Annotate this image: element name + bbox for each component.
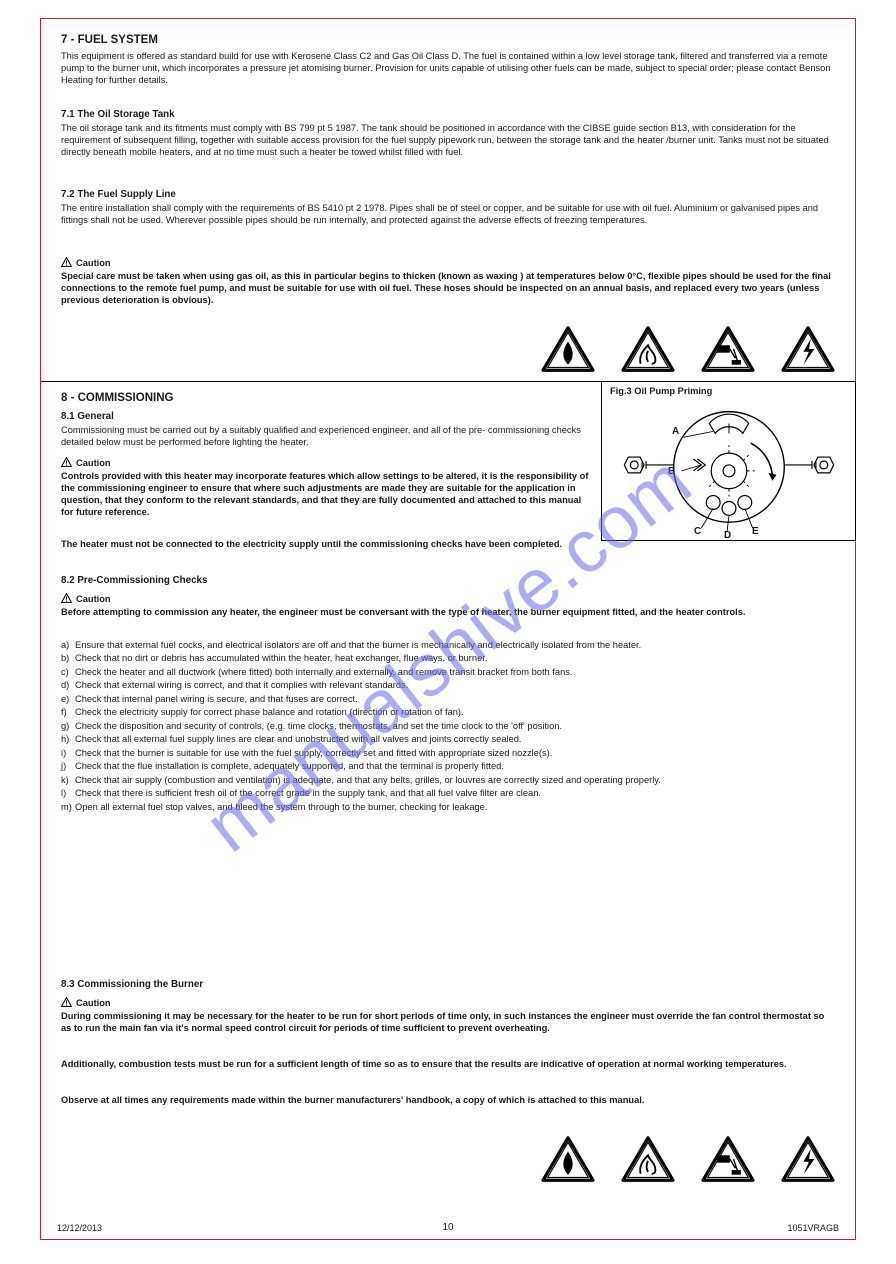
- list-item: Check that the flue installation is comp…: [75, 760, 504, 773]
- sec8-3-head: 8.3 Commissioning the Burner: [61, 979, 203, 992]
- fig-label-b: B: [668, 466, 675, 477]
- sec7-1-head: 7.1 The Oil Storage Tank: [61, 109, 175, 122]
- shock-hazard-icon: [779, 1135, 837, 1183]
- flame-hazard-icon: [539, 325, 597, 373]
- sec8-2-caution: Caution: [61, 593, 111, 606]
- sec8-3-warn1: Additionally, combustion tests must be r…: [61, 1059, 831, 1071]
- sec8-2-list: a)Ensure that external fuel cocks, and e…: [61, 639, 831, 814]
- sec7-2-caution: Caution: [61, 257, 111, 270]
- hazard-row-lower: [539, 1135, 837, 1183]
- sec8-3-warn2: Observe at all times any requirements ma…: [61, 1095, 831, 1107]
- footer-code: 1051VRAGB: [787, 1223, 839, 1233]
- list-item: Check that the burner is suitable for us…: [75, 747, 552, 760]
- sec8-1-body: Commissioning must be carried out by a s…: [61, 425, 591, 449]
- caution-label: Caution: [76, 594, 111, 604]
- corrosive-hazard-icon: [699, 325, 757, 373]
- sec8-1-caution: Caution: [61, 457, 111, 470]
- fig-label-c: C: [694, 526, 701, 537]
- sec8-3-caution: Caution: [61, 997, 111, 1010]
- list-item: Check that air supply (combustion and ve…: [75, 774, 661, 787]
- sec8-1-warn1: Controls provided with this heater may i…: [61, 471, 591, 519]
- list-item: Check that no dirt or debris has accumul…: [75, 652, 487, 665]
- list-item: Check that internal panel wiring is secu…: [75, 693, 358, 706]
- fig-label-a: A: [672, 426, 679, 437]
- sec7-intro: This equipment is offered as standard bu…: [61, 51, 831, 87]
- caution-icon: [61, 257, 72, 267]
- list-item: Open all external fuel stop valves, and …: [75, 801, 487, 814]
- shock-hazard-icon: [779, 325, 837, 373]
- sec7-2-head: 7.2 The Fuel Supply Line: [61, 189, 176, 202]
- fire-hazard-icon: [619, 325, 677, 373]
- fire-hazard-icon: [619, 1135, 677, 1183]
- sec8-2-head: 8.2 Pre-Commissioning Checks: [61, 575, 207, 588]
- content-area: 7 - FUEL SYSTEM This equipment is offere…: [41, 19, 855, 1239]
- fig-label-e: E: [752, 526, 759, 537]
- list-item: Check that all external fuel supply line…: [75, 733, 522, 746]
- oil-pump-diagram: [602, 382, 855, 540]
- sec8-3-warn0: During commissioning it may be necessary…: [61, 1011, 831, 1035]
- list-item: Check that there is sufficient fresh oil…: [75, 787, 541, 800]
- corrosive-hazard-icon: [699, 1135, 757, 1183]
- figure-3-box: Fig.3 Oil Pump Priming: [601, 381, 856, 541]
- caution-icon: [61, 593, 72, 603]
- footer-page: 10: [41, 1222, 855, 1233]
- caution-icon: [61, 997, 72, 1007]
- caution-icon: [61, 457, 72, 467]
- flame-hazard-icon: [539, 1135, 597, 1183]
- hazard-row-upper: [539, 325, 837, 373]
- caution-label: Caution: [76, 998, 111, 1008]
- fig-label-d: D: [724, 530, 731, 541]
- sec8-2-warn: Before attempting to commission any heat…: [61, 607, 831, 619]
- sec8-1-head: 8.1 General: [61, 411, 114, 424]
- caution-label: Caution: [76, 258, 111, 268]
- list-item: Check that external wiring is correct, a…: [75, 679, 408, 692]
- page-frame: 7 - FUEL SYSTEM This equipment is offere…: [40, 18, 856, 1240]
- section-7-title: 7 - FUEL SYSTEM: [61, 33, 158, 48]
- list-item: Check the heater and all ductwork (where…: [75, 666, 572, 679]
- sec7-2-warn: Special care must be taken when using ga…: [61, 271, 831, 307]
- caution-label: Caution: [76, 458, 111, 468]
- sec7-2-body1: The entire installation shall comply wit…: [61, 203, 831, 227]
- list-item: Check the disposition and security of co…: [75, 720, 562, 733]
- sec7-1-body: The oil storage tank and its fitments mu…: [61, 123, 831, 159]
- list-item: Check the electricity supply for correct…: [75, 706, 464, 719]
- list-item: Ensure that external fuel cocks, and ele…: [75, 639, 641, 652]
- section-8-title: 8 - COMMISSIONING: [61, 391, 173, 406]
